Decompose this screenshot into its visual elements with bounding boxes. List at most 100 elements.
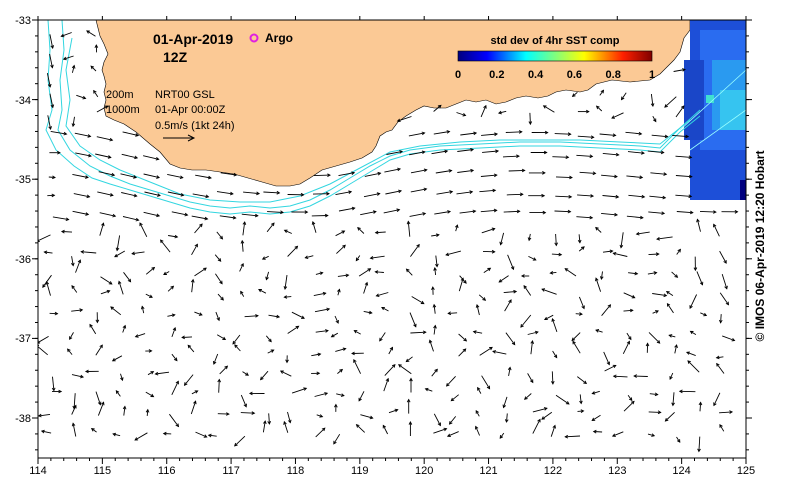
current-vector-arrowhead: [131, 251, 136, 256]
current-vector-arrowhead: [351, 351, 355, 356]
current-vector-shaft: [506, 413, 508, 423]
current-vector-arrowhead: [71, 123, 76, 128]
current-vector-arrowhead: [256, 191, 261, 196]
current-vector-arrowhead: [445, 382, 450, 387]
x-tick-label: 114: [29, 465, 47, 477]
current-vector-shaft: [316, 414, 323, 418]
current-vector-arrowhead: [154, 371, 159, 376]
current-vector-arrowhead: [285, 359, 289, 364]
current-vector-arrowhead: [394, 408, 399, 413]
current-vector-arrowhead: [259, 376, 264, 381]
current-vector-arrowhead: [391, 363, 396, 368]
current-vector-arrowhead: [660, 150, 665, 155]
current-vector-shaft: [191, 390, 198, 395]
current-vector-shaft: [364, 172, 381, 177]
current-vector-shaft: [191, 244, 198, 256]
y-tick-label: -37: [15, 333, 31, 345]
current-vector-shaft: [406, 356, 413, 362]
current-vector-arrowhead: [109, 137, 114, 142]
current-vector-shaft: [623, 309, 633, 312]
current-vector-arrowhead: [324, 213, 329, 218]
current-vector-arrowhead: [43, 250, 48, 255]
current-vector-arrowhead: [571, 93, 576, 98]
current-vector-shaft: [673, 69, 686, 72]
current-vector-shaft: [483, 267, 491, 273]
current-vector-arrowhead: [579, 400, 583, 405]
current-vector-shaft: [258, 289, 267, 294]
current-vector-arrowhead: [542, 171, 546, 175]
current-vector-shaft: [602, 250, 613, 253]
current-vector-arrowhead: [448, 421, 453, 425]
current-vector-shaft: [163, 271, 170, 275]
current-vector-arrowhead: [595, 226, 599, 231]
current-vector-arrowhead: [687, 360, 691, 364]
current-vector-shaft: [71, 285, 78, 293]
current-vector-shaft: [652, 293, 667, 297]
current-vector-arrowhead: [698, 401, 703, 406]
current-vector-arrowhead: [270, 349, 275, 353]
current-vector-arrowhead: [157, 193, 161, 197]
current-vector-arrowhead: [564, 268, 569, 272]
current-vector-shaft: [52, 216, 69, 221]
current-vector-shaft: [75, 152, 92, 157]
current-vector-arrowhead: [454, 224, 459, 229]
current-vector-shaft: [67, 348, 73, 355]
current-vector-arrowhead: [491, 227, 496, 232]
current-vector-shaft: [696, 219, 701, 232]
current-vector-arrowhead: [135, 217, 140, 222]
current-vector-shaft: [76, 94, 86, 99]
current-vector-arrowhead: [543, 407, 548, 411]
current-vector-shaft: [623, 292, 635, 299]
current-vector-shaft: [357, 227, 365, 234]
current-vector-shaft: [241, 240, 244, 252]
current-vector-arrowhead: [434, 368, 438, 373]
x-tick-label: 120: [415, 465, 433, 477]
current-vector-shaft: [268, 314, 280, 318]
current-vector-arrowhead: [689, 305, 693, 310]
current-vector-shaft: [719, 250, 727, 264]
current-vector-arrowhead: [205, 194, 210, 199]
current-vector-arrowhead: [612, 374, 617, 379]
current-vector-shaft: [578, 246, 585, 252]
current-vector-shaft: [551, 253, 562, 256]
current-vector-arrowhead: [240, 262, 244, 267]
current-vector-shaft: [652, 115, 657, 122]
current-vector-shaft: [370, 255, 385, 259]
current-vector-shaft: [38, 346, 48, 356]
current-vector-shaft: [433, 131, 450, 135]
current-vector-arrowhead: [731, 338, 736, 342]
current-vector-shaft: [551, 371, 554, 384]
current-vector-arrowhead: [650, 103, 655, 108]
current-vector-arrowhead: [319, 414, 324, 418]
current-vector-shaft: [287, 325, 299, 334]
current-vector-arrowhead: [678, 389, 683, 394]
current-vector-arrowhead: [303, 387, 308, 391]
current-vector-shaft: [333, 433, 341, 445]
current-vector-shaft: [283, 421, 289, 433]
current-vector-arrowhead: [385, 377, 390, 382]
current-vector-shaft: [409, 151, 425, 156]
current-vector-arrowhead: [463, 280, 467, 284]
current-vector-shaft: [385, 190, 402, 195]
current-vector-shaft: [284, 296, 292, 298]
current-vector-shaft: [267, 211, 284, 213]
current-vector-shaft: [623, 401, 635, 412]
current-vector-shaft: [315, 427, 326, 438]
current-vector-shaft: [595, 329, 603, 333]
current-vector-arrowhead: [420, 300, 425, 305]
current-vector-arrowhead: [295, 325, 300, 330]
axis-ticks: [32, 16, 752, 464]
current-vector-arrowhead: [693, 267, 698, 272]
current-vector-shaft: [604, 364, 617, 372]
current-vector-shaft: [431, 150, 448, 155]
current-vector-arrowhead: [676, 439, 681, 443]
current-vector-shaft: [123, 406, 126, 416]
product-time: 01-Apr 00:00Z: [155, 104, 226, 116]
current-vector-shaft: [611, 112, 624, 119]
current-vector-shaft: [386, 150, 403, 155]
isobath-200m: [45, 20, 701, 215]
current-vector-arrowhead: [422, 330, 427, 335]
current-vector-arrowhead: [541, 288, 546, 292]
current-vector-shaft: [656, 236, 673, 240]
current-vector-shaft: [194, 267, 207, 277]
